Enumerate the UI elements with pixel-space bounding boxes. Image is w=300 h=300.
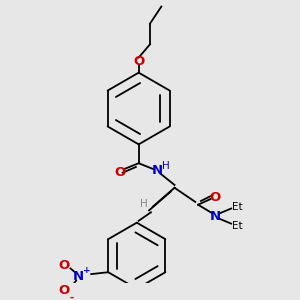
Text: O: O [58, 284, 70, 297]
Text: Et: Et [232, 220, 243, 230]
Text: O: O [133, 55, 144, 68]
Text: O: O [114, 166, 125, 179]
Text: N: N [72, 270, 84, 284]
Text: N: N [209, 210, 221, 223]
Text: N: N [152, 164, 163, 177]
Text: -: - [69, 293, 74, 300]
Text: H: H [162, 161, 170, 171]
Text: O: O [58, 259, 70, 272]
Text: +: + [83, 266, 90, 275]
Text: Et: Et [232, 202, 243, 212]
Text: H: H [140, 199, 147, 209]
Text: O: O [209, 191, 221, 204]
